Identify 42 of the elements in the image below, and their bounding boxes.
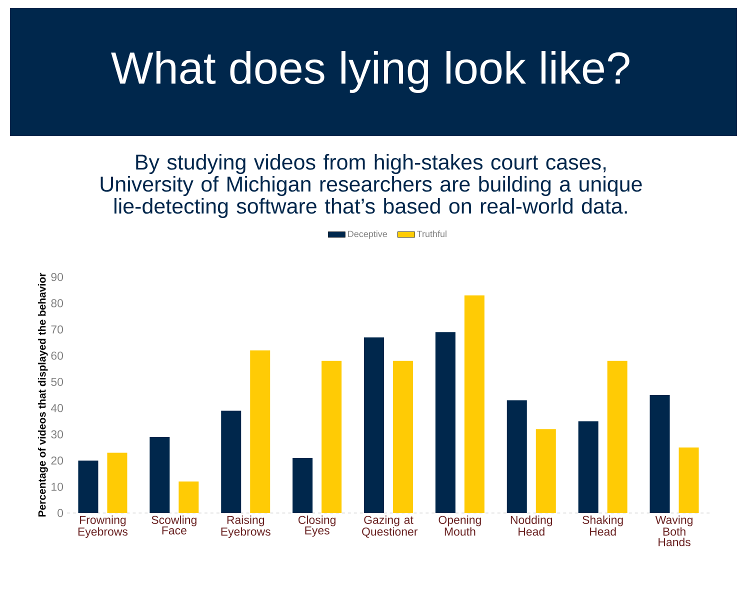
bar xyxy=(250,350,270,514)
y-tick-label: 40 xyxy=(50,404,64,412)
bar xyxy=(78,460,98,514)
x-tick-label: Scowling Face xyxy=(152,516,196,534)
legend-label: Truthful xyxy=(417,230,446,238)
bar xyxy=(578,421,598,514)
x-tick-label: Gazing at Questioner xyxy=(362,516,418,538)
bar xyxy=(506,400,527,514)
bar xyxy=(393,360,414,514)
x-tick-label: Nodding Head xyxy=(510,516,552,536)
bar xyxy=(607,360,628,514)
bar xyxy=(536,429,556,514)
bar xyxy=(650,395,670,514)
bar xyxy=(178,482,199,514)
x-tick-label: Opening Mouth xyxy=(438,516,481,536)
y-tick-label: 50 xyxy=(51,378,64,386)
chart-title: What does lying look like? xyxy=(111,51,630,93)
bar xyxy=(678,447,699,514)
y-tick-label: 20 xyxy=(51,456,64,465)
chart-subtitle: By studying videos from high-stakes court cases, University of Michigan researchers are building a unique lie-detecting software that’s based on real-world data. xyxy=(100,154,642,218)
x-tick-label: Closing Eyes xyxy=(298,516,336,537)
legend-label: Deceptive xyxy=(348,230,388,239)
y-tick-label: 70 xyxy=(51,325,64,334)
x-tick-label: Shaking Head xyxy=(582,516,623,536)
x-tick-label: Waving Both Hands xyxy=(655,516,692,546)
y-tick-label: 80 xyxy=(51,299,64,308)
bar xyxy=(364,337,384,514)
y-tick-label: 30 xyxy=(51,430,64,438)
x-tick-label: Raising Eyebrows xyxy=(221,516,270,538)
bar xyxy=(435,332,456,514)
bar xyxy=(221,410,242,514)
y-axis-title: Percentage of videos that displayed the behavior xyxy=(38,272,48,517)
y-tick-label: 10 xyxy=(52,482,64,491)
y-tick-label: 90 xyxy=(51,272,64,282)
x-tick-label: Frowning Eyebrows xyxy=(78,516,128,538)
bar xyxy=(322,360,342,514)
y-tick-label: 60 xyxy=(51,352,64,360)
bar xyxy=(292,458,313,514)
bar xyxy=(107,452,128,514)
bar xyxy=(464,295,484,514)
y-tick-label: 0 xyxy=(58,508,64,518)
bar xyxy=(150,436,170,514)
